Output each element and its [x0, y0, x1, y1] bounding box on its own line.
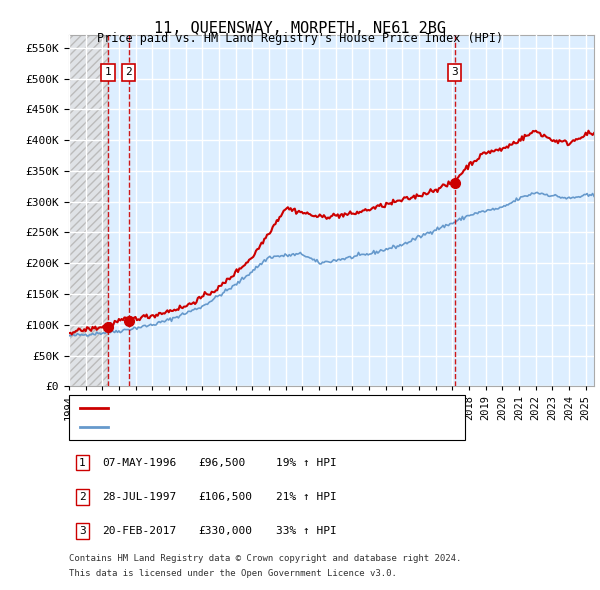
Text: 3: 3 — [451, 67, 458, 77]
Text: 33% ↑ HPI: 33% ↑ HPI — [276, 526, 337, 536]
Bar — [69, 35, 108, 386]
Text: 11, QUEENSWAY, MORPETH, NE61 2BG: 11, QUEENSWAY, MORPETH, NE61 2BG — [154, 21, 446, 35]
Text: 19% ↑ HPI: 19% ↑ HPI — [276, 458, 337, 467]
Text: 21% ↑ HPI: 21% ↑ HPI — [276, 492, 337, 502]
Text: 2: 2 — [79, 492, 86, 502]
Text: HPI: Average price, detached house, Northumberland: HPI: Average price, detached house, Nort… — [111, 422, 424, 432]
Text: 1: 1 — [79, 458, 86, 467]
Text: This data is licensed under the Open Government Licence v3.0.: This data is licensed under the Open Gov… — [69, 569, 397, 578]
Text: 2: 2 — [125, 67, 132, 77]
Text: Price paid vs. HM Land Registry's House Price Index (HPI): Price paid vs. HM Land Registry's House … — [97, 32, 503, 45]
Text: 07-MAY-1996: 07-MAY-1996 — [102, 458, 176, 467]
Text: £106,500: £106,500 — [198, 492, 252, 502]
Text: 11, QUEENSWAY, MORPETH, NE61 2BG (detached house): 11, QUEENSWAY, MORPETH, NE61 2BG (detach… — [111, 403, 417, 412]
Bar — [69, 35, 108, 386]
Text: £330,000: £330,000 — [198, 526, 252, 536]
Text: 3: 3 — [79, 526, 86, 536]
Text: 28-JUL-1997: 28-JUL-1997 — [102, 492, 176, 502]
Text: 20-FEB-2017: 20-FEB-2017 — [102, 526, 176, 536]
Text: 1: 1 — [105, 67, 112, 77]
Text: Contains HM Land Registry data © Crown copyright and database right 2024.: Contains HM Land Registry data © Crown c… — [69, 554, 461, 563]
Text: £96,500: £96,500 — [198, 458, 245, 467]
